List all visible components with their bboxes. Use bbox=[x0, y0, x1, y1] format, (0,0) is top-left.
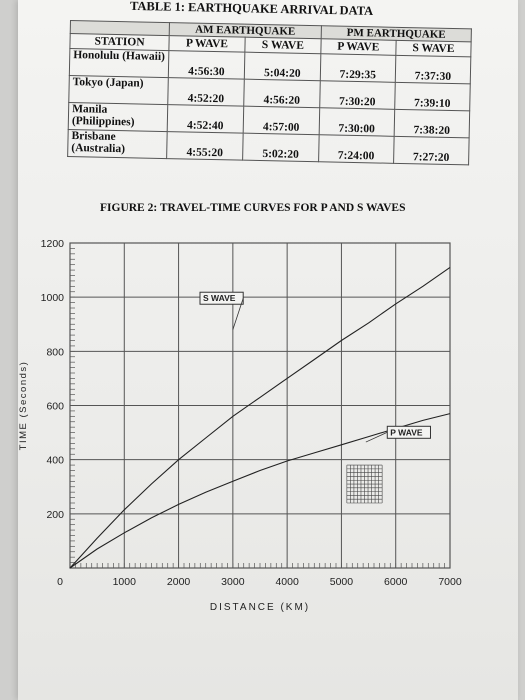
x-tick-label: 3000 bbox=[221, 576, 245, 588]
x-axis-title: DISTANCE (KM) bbox=[210, 602, 310, 613]
y-tick-label: 1000 bbox=[41, 292, 65, 304]
paper-sheet bbox=[18, 0, 518, 700]
x-tick-label: 6000 bbox=[384, 576, 408, 588]
y-tick-label: 400 bbox=[46, 455, 64, 467]
x-tick-label: 2000 bbox=[167, 576, 191, 588]
x-tick-label: 5000 bbox=[330, 576, 354, 588]
x-tick-label: 1000 bbox=[113, 576, 137, 588]
y-tick-label: 1200 bbox=[41, 238, 65, 250]
y-tick-label: 600 bbox=[46, 401, 64, 413]
chart-grid bbox=[69, 242, 451, 569]
p-wave-label-leader bbox=[365, 431, 388, 443]
figure-title: FIGURE 2: TRAVEL-TIME CURVES FOR P AND S… bbox=[100, 202, 406, 214]
chart-series bbox=[69, 266, 451, 569]
p-wave-label: P WAVE bbox=[390, 427, 423, 437]
s-wave-curve bbox=[69, 266, 451, 569]
chart-labels: S WAVE P WAVE 0 1000 2000 3000 4000 5000 6000 700… bbox=[18, 238, 462, 613]
s-wave-label-leader bbox=[232, 298, 244, 330]
hatched-reference-box bbox=[346, 464, 383, 504]
p-wave-curve bbox=[69, 413, 451, 569]
y-tick-label: 800 bbox=[46, 346, 64, 358]
s-wave-label: S WAVE bbox=[203, 293, 236, 303]
x-tick-label: 4000 bbox=[275, 576, 299, 588]
x-tick-label: 0 bbox=[57, 576, 63, 588]
y-tick-label: 200 bbox=[46, 509, 64, 521]
x-tick-label: 7000 bbox=[438, 576, 462, 588]
y-axis-title: TIME (Seconds) bbox=[18, 361, 29, 451]
